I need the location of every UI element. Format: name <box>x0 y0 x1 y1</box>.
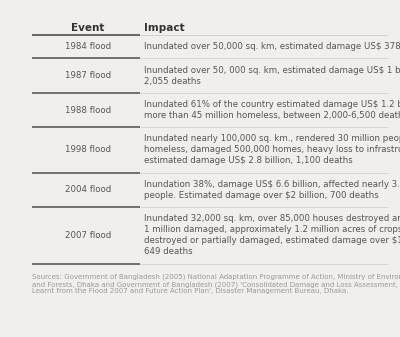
Text: Inundated nearly 100,000 sq. km., rendered 30 million people: Inundated nearly 100,000 sq. km., render… <box>144 134 400 144</box>
Text: Sources: Government of Bangladesh (2005) National Adaptation Programme of Action: Sources: Government of Bangladesh (2005)… <box>32 274 400 280</box>
Text: 1988 flood: 1988 flood <box>65 105 111 115</box>
Text: 2,055 deaths: 2,055 deaths <box>144 76 201 86</box>
Text: 1984 flood: 1984 flood <box>65 42 111 51</box>
Text: homeless, damaged 500,000 homes, heavy loss to infrastructure,: homeless, damaged 500,000 homes, heavy l… <box>144 146 400 154</box>
Text: Impact: Impact <box>144 23 185 33</box>
Text: 2007 flood: 2007 flood <box>65 231 111 240</box>
Text: more than 45 million homeless, between 2,000-6,500 deaths: more than 45 million homeless, between 2… <box>144 111 400 120</box>
Text: Inundated over 50, 000 sq. km, estimated damage US$ 1 billion,: Inundated over 50, 000 sq. km, estimated… <box>144 66 400 74</box>
Text: 1987 flood: 1987 flood <box>65 71 111 80</box>
Text: Event: Event <box>71 23 105 33</box>
Text: Inundation 38%, damage US$ 6.6 billion, affected nearly 3.8 million: Inundation 38%, damage US$ 6.6 billion, … <box>144 180 400 189</box>
Text: 1 million damaged, approximately 1.2 million acres of crops: 1 million damaged, approximately 1.2 mil… <box>144 225 400 234</box>
Text: destroyed or partially damaged, estimated damage over $1 billion,: destroyed or partially damaged, estimate… <box>144 236 400 245</box>
Text: 649 deaths: 649 deaths <box>144 247 193 256</box>
Text: Inundated 61% of the country estimated damage US$ 1.2 billion,: Inundated 61% of the country estimated d… <box>144 100 400 109</box>
Text: Learnt from the Flood 2007 and Future Action Plan', Disaster Management Bureau, : Learnt from the Flood 2007 and Future Ac… <box>32 288 348 295</box>
Text: estimated damage US$ 2.8 billion, 1,100 deaths: estimated damage US$ 2.8 billion, 1,100 … <box>144 156 353 165</box>
Text: 2004 flood: 2004 flood <box>65 185 111 194</box>
Text: people. Estimated damage over $2 billion, 700 deaths: people. Estimated damage over $2 billion… <box>144 191 379 200</box>
Text: 1998 flood: 1998 flood <box>65 146 111 154</box>
Text: Inundated 32,000 sq. km, over 85,000 houses destroyed and almost: Inundated 32,000 sq. km, over 85,000 hou… <box>144 214 400 223</box>
Text: Inundated over 50,000 sq. km, estimated damage US$ 378 million: Inundated over 50,000 sq. km, estimated … <box>144 42 400 51</box>
Text: and Forests, Dhaka and Government of Bangladesh (2007) 'Consolidated Damage and : and Forests, Dhaka and Government of Ban… <box>32 281 400 287</box>
